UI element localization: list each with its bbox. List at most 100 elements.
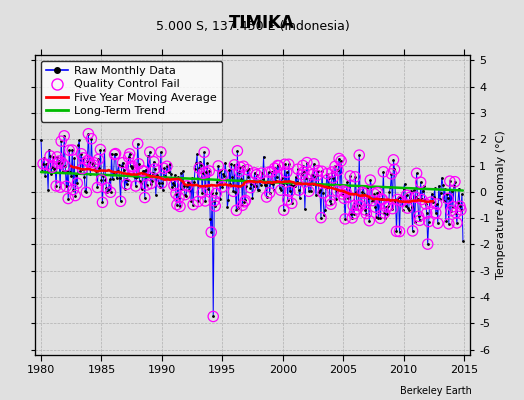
Point [338,191,346,197]
Point [230,162,238,168]
Point [329,174,337,181]
Point [286,188,294,195]
Point [158,180,166,186]
Point [387,171,396,177]
Point [285,161,293,168]
Point [373,190,381,196]
Point [377,196,386,202]
Point [205,168,213,174]
Point [423,241,432,247]
Point [52,183,60,189]
Point [239,163,248,170]
Point [57,138,66,144]
Point [402,192,411,198]
Point [102,185,111,191]
Point [173,201,181,208]
Point [411,194,420,200]
Point [348,215,356,221]
Point [339,188,347,194]
Point [39,161,47,167]
Point [202,169,210,176]
Point [55,158,63,164]
Point [326,198,334,204]
Point [266,190,274,196]
Point [160,165,168,172]
Point [83,158,92,164]
Point [300,168,308,175]
Point [123,181,131,188]
Point [368,197,377,204]
Point [323,170,331,177]
Point [87,136,95,142]
Point [341,216,350,222]
Point [333,188,341,194]
Point [445,221,453,227]
Point [453,220,461,226]
Point [392,228,401,234]
Point [346,173,354,179]
Point [446,208,455,214]
Point [128,163,137,170]
Point [78,166,86,172]
Point [451,178,459,185]
Point [170,182,178,189]
Point [376,215,385,222]
Point [232,207,241,214]
Point [58,160,67,166]
Point [362,210,370,217]
Point [198,189,206,196]
Point [355,152,364,158]
Point [207,229,215,235]
Point [79,155,88,161]
Point [146,149,154,155]
Point [432,210,440,216]
Point [116,198,125,204]
Point [314,168,322,174]
Point [246,184,255,191]
Point [331,163,339,170]
Point [257,170,266,176]
Point [433,220,442,226]
Point [303,159,311,166]
Point [416,217,424,224]
Point [163,163,171,170]
Point [395,228,403,235]
Point [97,177,106,183]
Point [99,199,107,206]
Point [125,154,133,160]
Point [189,202,197,208]
Point [335,155,343,162]
Point [319,190,327,196]
Point [446,178,454,184]
Point [194,198,202,205]
Point [353,206,362,212]
Point [358,189,366,196]
Point [283,197,292,203]
Point [61,163,69,169]
Point [236,164,245,170]
Point [195,165,203,171]
Point [327,201,335,207]
Point [288,200,296,206]
Point [241,197,249,204]
Point [77,151,85,157]
Point [371,204,379,210]
Point [150,166,159,172]
Point [138,168,147,174]
Point [140,194,149,201]
Point [304,188,313,194]
Point [126,163,135,170]
Point [106,189,115,196]
Point [209,313,217,320]
Point [85,159,94,166]
Point [65,147,73,154]
Point [134,140,142,147]
Point [457,207,465,213]
Point [243,166,252,173]
Point [204,186,212,193]
Point [370,191,378,197]
Point [433,201,441,207]
Point [53,154,61,160]
Point [147,180,155,187]
Point [263,194,271,200]
